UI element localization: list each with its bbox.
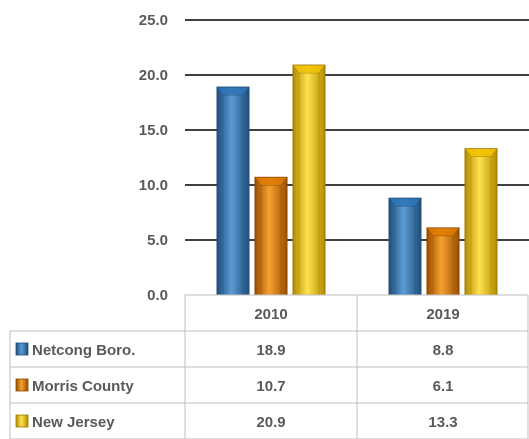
bar xyxy=(464,148,498,296)
bar xyxy=(292,64,326,296)
x-category-label: 2010 xyxy=(254,306,287,323)
legend-label: New Jersey xyxy=(32,414,115,431)
bar xyxy=(216,86,250,296)
y-tick-label: 25.0 xyxy=(139,12,168,29)
y-tick-label: 10.0 xyxy=(139,177,168,194)
data-table-cell: 13.3 xyxy=(428,414,457,431)
bar xyxy=(254,176,288,296)
data-table-cell: 8.8 xyxy=(433,342,454,359)
legend-label: Morris County xyxy=(32,378,134,395)
data-table-cell: 18.9 xyxy=(256,342,285,359)
bar xyxy=(426,227,460,296)
bar xyxy=(388,197,422,296)
y-axis-tick-labels: 0.0 5.0 10.0 15.0 20.0 25.0 xyxy=(139,12,168,304)
data-table-cell: 20.9 xyxy=(256,414,285,431)
data-table: 2010 2019 Netcong Boro. 18.9 8.8 Morris Count… xyxy=(9,294,529,439)
legend-swatch xyxy=(15,378,29,392)
data-table-cell: 6.1 xyxy=(433,378,454,395)
y-tick-label: 20.0 xyxy=(139,67,168,84)
x-category-label: 2019 xyxy=(426,306,459,323)
legend-swatch xyxy=(15,414,29,428)
legend-swatch xyxy=(15,342,29,356)
y-tick-label: 5.0 xyxy=(147,232,168,249)
data-table-cell: 10.7 xyxy=(256,378,285,395)
y-tick-label: 0.0 xyxy=(147,287,168,304)
bars xyxy=(216,64,498,296)
legend-label: Netcong Boro. xyxy=(32,342,135,359)
y-tick-label: 15.0 xyxy=(139,122,168,139)
